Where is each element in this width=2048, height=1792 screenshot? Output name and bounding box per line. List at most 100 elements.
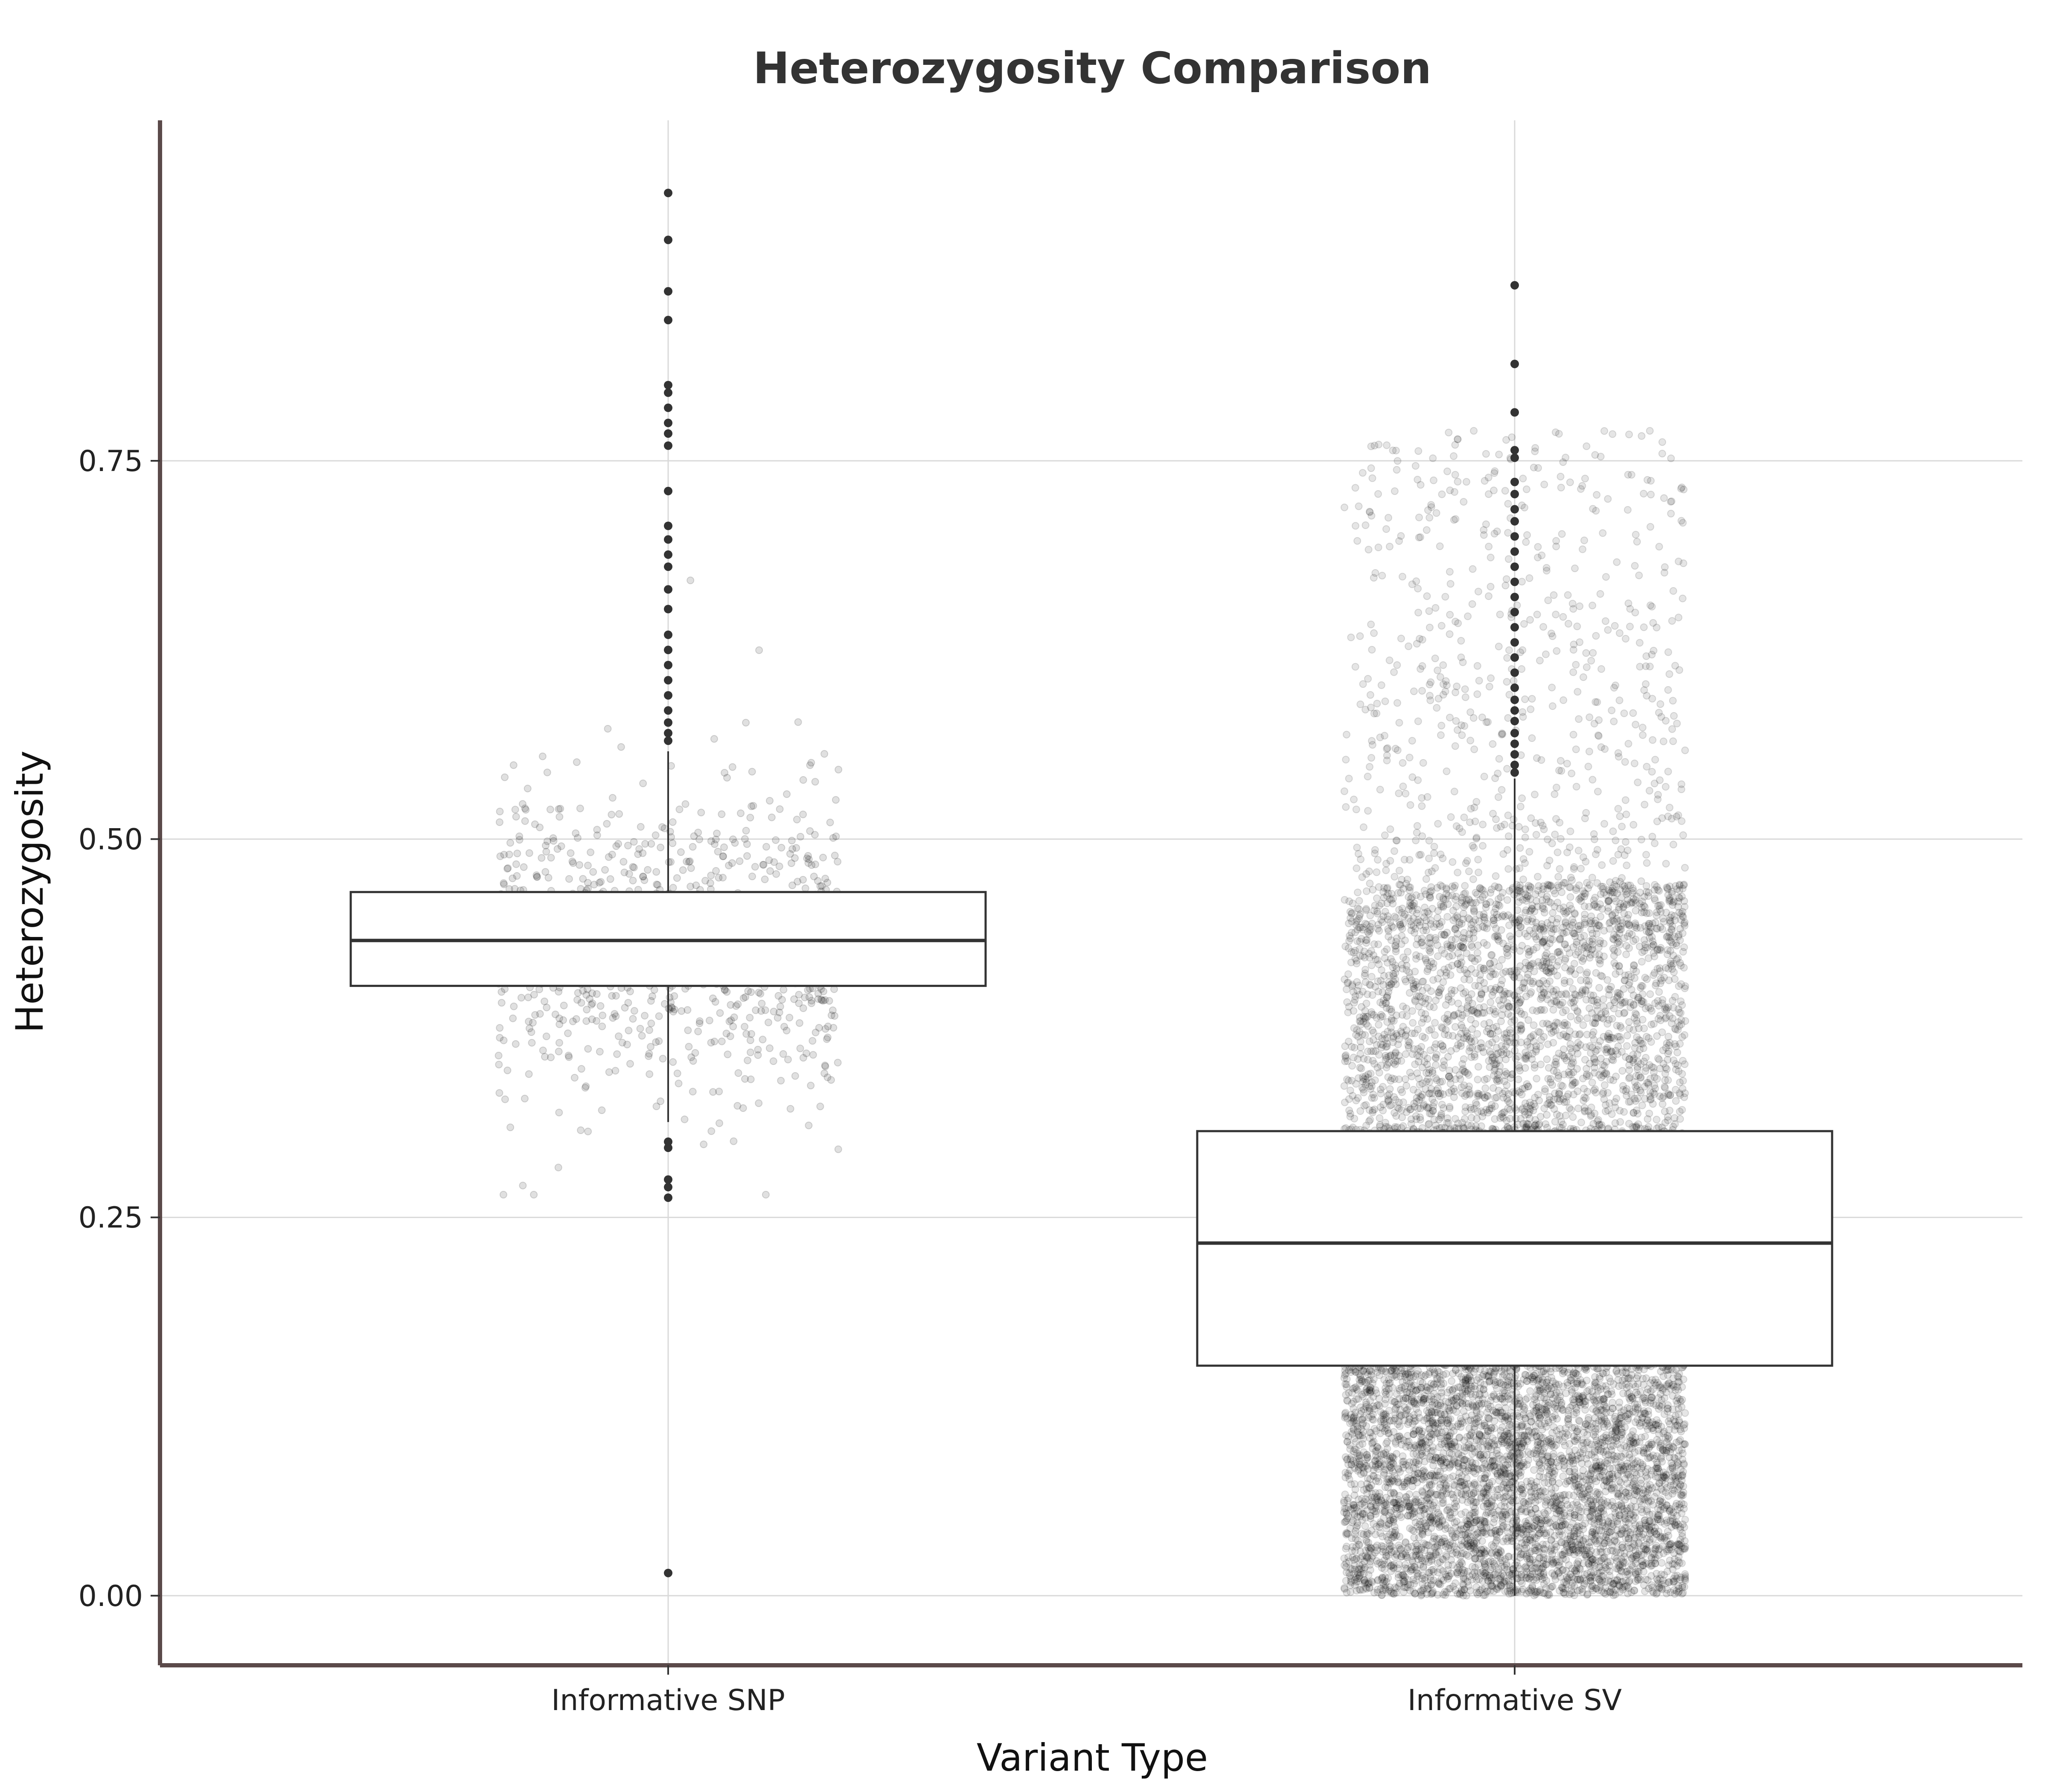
- jitter-point: [1603, 1478, 1611, 1486]
- jitter-point: [612, 842, 620, 850]
- jitter-point: [598, 1022, 606, 1030]
- jitter-point: [1393, 661, 1401, 669]
- jitter-point: [1560, 1457, 1568, 1465]
- jitter-point: [1342, 1054, 1350, 1062]
- jitter-point: [1548, 702, 1556, 710]
- jitter-point: [646, 1070, 654, 1078]
- jitter-point: [1453, 682, 1461, 690]
- jitter-point: [747, 988, 755, 996]
- jitter-point: [692, 881, 700, 889]
- jitter-point: [816, 882, 824, 890]
- jitter-point: [1578, 1442, 1586, 1450]
- jitter-point: [1642, 851, 1650, 859]
- jitter-point: [547, 1053, 555, 1062]
- jitter-point: [687, 882, 695, 890]
- jitter-point: [1504, 832, 1513, 840]
- jitter-point: [1652, 1116, 1661, 1123]
- jitter-point: [669, 839, 677, 847]
- jitter-point: [744, 1056, 752, 1065]
- jitter-point: [1647, 1021, 1655, 1029]
- jitter-point: [731, 839, 739, 847]
- jitter-point: [790, 995, 798, 1003]
- jitter-point: [1460, 1549, 1468, 1557]
- jitter-point: [805, 1121, 813, 1129]
- jitter-point: [1479, 820, 1487, 829]
- jitter-point: [1568, 769, 1576, 777]
- jitter-point: [525, 849, 533, 857]
- jitter-point: [1559, 696, 1568, 704]
- jitter-point: [804, 852, 812, 860]
- jitter-point: [626, 1060, 634, 1068]
- jitter-point: [734, 1000, 742, 1008]
- jitter-point: [556, 813, 564, 821]
- jitter-point: [762, 1191, 770, 1199]
- jitter-point: [1625, 1018, 1633, 1026]
- jitter-point: [1474, 588, 1482, 596]
- jitter-point: [776, 805, 784, 813]
- jitter-point: [1422, 916, 1430, 925]
- jitter-point: [718, 810, 726, 818]
- jitter-point: [710, 1038, 719, 1045]
- jitter-point: [1498, 786, 1506, 794]
- jitter-point: [1581, 815, 1589, 823]
- jitter-point: [564, 1029, 572, 1037]
- jitter-point: [729, 1022, 737, 1030]
- jitter-point: [722, 1030, 730, 1038]
- jitter-point: [1483, 1483, 1491, 1491]
- jitter-point: [1674, 1460, 1682, 1468]
- jitter-point: [742, 993, 750, 1001]
- jitter-point: [772, 870, 780, 878]
- jitter-point: [755, 646, 763, 654]
- jitter-point: [1521, 1442, 1529, 1450]
- jitter-point: [504, 864, 512, 872]
- jitter-point: [826, 818, 834, 826]
- jitter-point: [720, 843, 728, 851]
- jitter-point: [524, 993, 532, 1001]
- jitter-point: [1364, 546, 1373, 554]
- jitter-point: [543, 768, 551, 777]
- jitter-point: [780, 1023, 788, 1031]
- jitter-point: [710, 840, 719, 848]
- jitter-point: [1587, 1495, 1595, 1504]
- jitter-point: [555, 805, 563, 813]
- jitter-point: [1460, 1461, 1468, 1469]
- jitter-point: [1501, 582, 1510, 590]
- jitter-point: [611, 1010, 619, 1018]
- jitter-point: [1404, 1369, 1412, 1377]
- jitter-point: [765, 1044, 774, 1052]
- jitter-point: [1513, 601, 1521, 609]
- jitter-point: [554, 1164, 562, 1172]
- jitter-point: [776, 1003, 784, 1011]
- jitter-point: [1356, 700, 1364, 708]
- jitter-point: [707, 871, 715, 879]
- jitter-point: [729, 835, 737, 844]
- jitter-point: [769, 1057, 777, 1065]
- jitter-point: [590, 881, 598, 889]
- jitter-point: [1629, 709, 1637, 717]
- jitter-point: [1652, 1376, 1660, 1384]
- jitter-point: [497, 999, 506, 1007]
- jitter-point: [1532, 831, 1540, 839]
- jitter-point: [788, 837, 796, 845]
- jitter-point: [1366, 691, 1374, 699]
- jitter-point: [714, 848, 722, 855]
- jitter-point: [505, 850, 513, 858]
- jitter-point: [1395, 867, 1403, 875]
- jitter-point: [593, 826, 601, 834]
- jitter-point: [732, 1002, 740, 1010]
- jitter-point: [816, 1103, 824, 1111]
- jitter-point: [593, 1017, 601, 1025]
- jitter-point: [825, 997, 833, 1005]
- jitter-point: [1413, 829, 1421, 837]
- jitter-point: [1366, 1386, 1374, 1394]
- jitter-point: [1554, 957, 1562, 966]
- jitter-point: [1643, 859, 1651, 867]
- jitter-point: [1449, 858, 1457, 866]
- jitter-point: [608, 850, 616, 858]
- jitter-point: [678, 1007, 686, 1015]
- jitter-point: [709, 1088, 717, 1096]
- jitter-point: [762, 843, 770, 851]
- jitter-point: [675, 1079, 683, 1088]
- jitter-point: [572, 1015, 580, 1023]
- jitter-point: [707, 1039, 715, 1047]
